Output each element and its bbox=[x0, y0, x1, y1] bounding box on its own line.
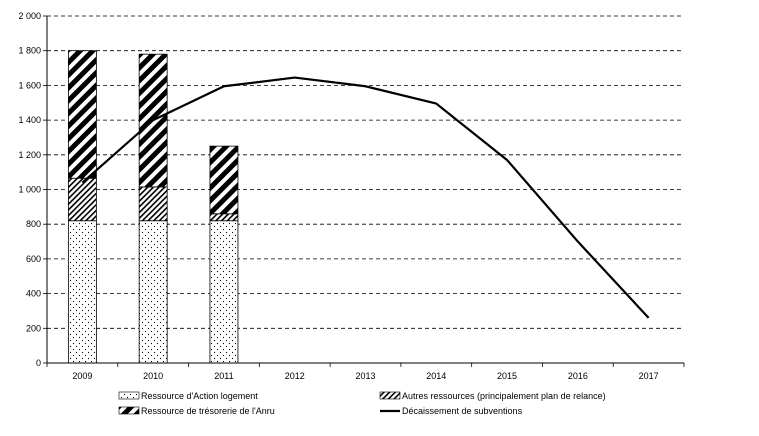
y-tick-label: 1 000 bbox=[18, 185, 41, 195]
y-tick-label: 1 600 bbox=[18, 80, 41, 90]
x-tick-label: 2015 bbox=[497, 371, 517, 381]
y-tick-label: 2 000 bbox=[18, 11, 41, 21]
bar-segment-thick-diagonal-2011 bbox=[209, 145, 239, 215]
x-tick-label: 2012 bbox=[285, 371, 305, 381]
x-axis: 2009 2010 2011 2012 2013 2014 2015 2016 2017 bbox=[46, 362, 685, 381]
bar-segment-thin-diagonal-2010 bbox=[138, 186, 168, 222]
bar-segment-dots-2010 bbox=[138, 220, 168, 364]
x-tick-label: 2014 bbox=[426, 371, 446, 381]
x-tick-label: 2017 bbox=[639, 371, 659, 381]
bar-segment-thin-diagonal-2011 bbox=[209, 213, 239, 222]
x-tick-label: 2009 bbox=[72, 371, 92, 381]
x-tick-label: 2011 bbox=[214, 371, 233, 381]
x-tick-label: 2016 bbox=[568, 371, 588, 381]
bar-segment-dots-2011 bbox=[209, 220, 239, 364]
legend-label: Décaissement de subventions bbox=[402, 406, 523, 416]
legend-label: Autres ressources (principalement plan d… bbox=[402, 391, 606, 401]
y-tick-label: 800 bbox=[26, 219, 41, 229]
line-series bbox=[81, 76, 650, 319]
bar-segment-thick-diagonal-2009 bbox=[67, 50, 97, 179]
legend: Ressource d'Action logement Autres ressou… bbox=[118, 391, 606, 416]
legend-swatch bbox=[379, 391, 401, 400]
bars bbox=[67, 50, 239, 364]
bar-segment-thin-diagonal-2009 bbox=[67, 177, 97, 222]
legend-swatch bbox=[118, 391, 140, 400]
y-axis: 0 200 400 600 800 1 000 1 200 1 400 1 600 1 800 2 … bbox=[18, 11, 48, 368]
y-tick-label: 1 200 bbox=[18, 150, 41, 160]
x-tick-label: 2013 bbox=[355, 371, 375, 381]
legend-label: Ressource d'Action logement bbox=[141, 391, 258, 401]
line-decaissement bbox=[81, 76, 650, 319]
x-tick-label: 2010 bbox=[143, 371, 163, 381]
bar-segment-dots-2009 bbox=[67, 220, 97, 364]
y-tick-label: 600 bbox=[26, 254, 41, 264]
y-tick-label: 0 bbox=[36, 358, 41, 368]
legend-label: Ressource de trésorerie de l'Anru bbox=[141, 406, 275, 416]
y-tick-label: 1 400 bbox=[18, 115, 41, 125]
y-tick-label: 1 800 bbox=[18, 46, 41, 56]
y-tick-label: 400 bbox=[26, 289, 41, 299]
y-tick-label: 200 bbox=[26, 323, 41, 333]
legend-swatch bbox=[118, 406, 140, 415]
